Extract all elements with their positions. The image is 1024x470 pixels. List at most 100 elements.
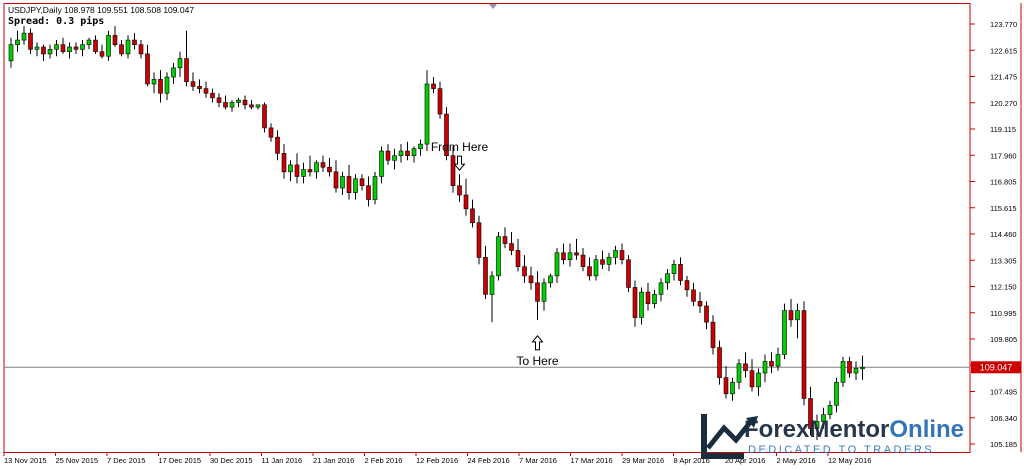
annotations: From Here To Here xyxy=(431,140,559,368)
candle-body xyxy=(392,155,397,161)
candle xyxy=(483,245,488,300)
candle-body xyxy=(314,162,319,173)
forexmentoronline-logo: ForexMentorOnline DEDICATED TO TRADERS xyxy=(701,414,964,459)
candle xyxy=(613,245,618,265)
candle xyxy=(353,174,358,200)
candle-body xyxy=(366,185,371,200)
candle-body xyxy=(509,243,514,251)
candle-body xyxy=(860,366,865,370)
candle-body xyxy=(60,44,66,52)
candle-body xyxy=(535,282,540,302)
candle xyxy=(151,72,157,94)
candle-body xyxy=(665,273,670,284)
annotation-label: From Here xyxy=(431,140,489,154)
candle xyxy=(639,287,644,325)
candle-body xyxy=(450,155,456,187)
candle-body xyxy=(814,421,820,429)
candle-body xyxy=(294,164,300,177)
candle xyxy=(788,299,794,327)
candle-body xyxy=(587,266,592,277)
candle xyxy=(236,97,241,108)
candle xyxy=(405,141,410,161)
candle xyxy=(769,352,774,374)
candle-body xyxy=(840,361,846,383)
candle-body xyxy=(691,289,696,302)
candle xyxy=(860,355,865,380)
candle-body xyxy=(379,150,384,177)
candle xyxy=(112,26,118,47)
candle-body xyxy=(769,361,774,367)
candle-body xyxy=(606,257,612,265)
candle xyxy=(379,146,384,184)
candle xyxy=(593,255,599,281)
candle-body xyxy=(717,347,722,378)
candle-body xyxy=(132,39,137,45)
candle xyxy=(372,171,378,205)
candle xyxy=(853,361,859,380)
candle xyxy=(827,400,833,420)
candle-body xyxy=(418,143,423,150)
candle xyxy=(658,278,664,302)
candle-body xyxy=(704,305,709,323)
candle xyxy=(106,30,111,61)
candle xyxy=(671,259,677,281)
candle-body xyxy=(80,44,85,50)
candle xyxy=(21,26,27,45)
candle xyxy=(359,174,365,191)
candle xyxy=(697,292,703,313)
candle-body xyxy=(762,361,768,374)
candle-body xyxy=(340,176,345,189)
candle-body xyxy=(177,58,183,69)
candle-body xyxy=(28,32,33,50)
candle-body xyxy=(216,97,222,103)
candle xyxy=(223,95,228,110)
candle-body xyxy=(171,67,176,78)
candle-body xyxy=(574,252,579,256)
price-tick-label: 107.495 xyxy=(990,388,1017,397)
candle-body xyxy=(125,39,131,55)
price-tick-label: 115.615 xyxy=(990,204,1017,213)
candle-body xyxy=(145,53,150,85)
candle-body xyxy=(847,361,852,374)
candle-body xyxy=(730,381,735,395)
candle-body xyxy=(788,310,794,321)
candle-body xyxy=(281,153,287,173)
candle xyxy=(509,231,514,256)
symbol-info: USDJPY,Daily 108.978 109.551 108.508 109… xyxy=(8,5,194,15)
candle-body xyxy=(210,92,215,99)
price-tick-label: 114.460 xyxy=(990,230,1017,239)
price-tick-label: 117.960 xyxy=(990,151,1017,160)
candle-body xyxy=(8,44,14,62)
candle-body xyxy=(268,127,274,138)
candle xyxy=(392,148,397,170)
candle-body xyxy=(470,208,475,224)
candle-body xyxy=(795,310,800,321)
candle-body xyxy=(320,162,326,168)
candle-body xyxy=(119,44,124,55)
svg-text:ForexMentorOnline: ForexMentorOnline xyxy=(744,416,964,443)
candle xyxy=(795,303,800,339)
candle xyxy=(158,70,163,103)
candle xyxy=(619,243,625,265)
candle-body xyxy=(99,51,105,57)
candle-body xyxy=(431,83,436,89)
candle xyxy=(678,257,683,286)
time-tick-label: 8 Apr 2016 xyxy=(674,456,710,465)
candle xyxy=(632,280,638,327)
candle xyxy=(561,243,566,265)
candle-body xyxy=(275,136,280,154)
candle xyxy=(496,231,501,281)
candle-body xyxy=(821,414,826,422)
candle-body xyxy=(223,102,228,108)
candle-body xyxy=(613,250,618,258)
price-tick-label: 112.150 xyxy=(990,283,1017,292)
candle xyxy=(535,271,540,320)
candle xyxy=(86,37,92,50)
candle xyxy=(411,146,417,163)
candle-body xyxy=(359,178,365,187)
candle xyxy=(177,51,183,78)
candle-body xyxy=(158,79,163,94)
candle xyxy=(190,72,196,91)
